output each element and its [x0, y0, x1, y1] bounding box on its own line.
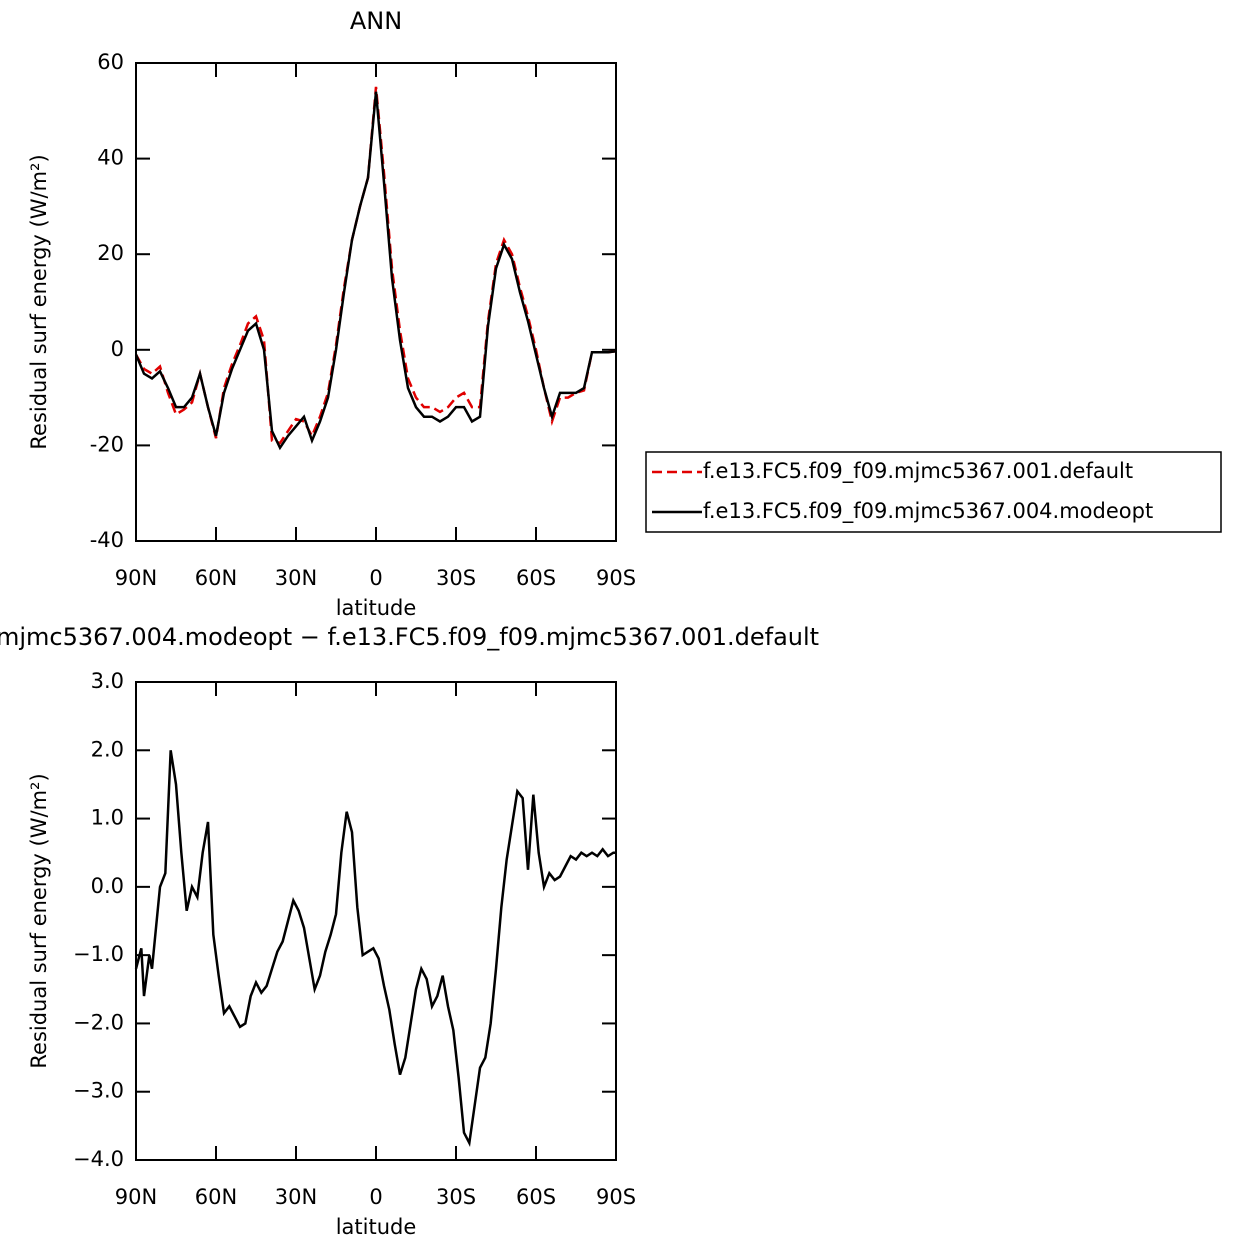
- x-tick-label: 0: [369, 566, 382, 590]
- plot-frame: [135, 681, 617, 1161]
- x-tick-label: 60N: [195, 566, 237, 590]
- y-tick-label: −1.0: [73, 942, 124, 966]
- y-axis-label: Residual surf energy (W/m²): [27, 154, 51, 449]
- y-tick-label: 60: [97, 50, 124, 74]
- x-tick-label: 30S: [436, 1185, 476, 1209]
- chart-title: mjmc5367.004.modeopt − f.e13.FC5.f09_f09…: [0, 623, 819, 651]
- legend-label: f.e13.FC5.f09_f09.mjmc5367.004.modeopt: [703, 499, 1153, 524]
- y-tick-label: 20: [97, 241, 124, 265]
- data-line: [134, 91, 617, 451]
- x-tick-label: 0: [369, 1185, 382, 1209]
- x-axis-label: latitude: [336, 1215, 417, 1239]
- y-tick-label: -40: [90, 528, 124, 552]
- y-tick-label: −3.0: [73, 1079, 124, 1103]
- x-tick-label: 30S: [436, 566, 476, 590]
- y-tick-label: 40: [97, 146, 124, 170]
- legend-label: f.e13.FC5.f09_f09.mjmc5367.001.default: [703, 459, 1133, 484]
- y-tick-label: −2.0: [73, 1010, 124, 1034]
- chart-title: ANN: [350, 7, 402, 35]
- x-tick-label: 90S: [596, 566, 636, 590]
- x-tick-label: 90S: [596, 1185, 636, 1209]
- y-tick-label: 2.0: [91, 737, 124, 761]
- y-tick-label: 1.0: [91, 806, 124, 830]
- data-line: [134, 750, 616, 1147]
- y-tick-label: 3.0: [91, 669, 124, 693]
- x-tick-label: 60N: [195, 1185, 237, 1209]
- y-tick-label: −4.0: [73, 1147, 124, 1171]
- x-tick-label: 90N: [115, 566, 157, 590]
- y-axis-label: Residual surf energy (W/m²): [27, 773, 51, 1068]
- x-axis-label: latitude: [336, 596, 417, 620]
- y-tick-label: -20: [90, 432, 124, 456]
- x-tick-label: 60S: [516, 1185, 556, 1209]
- x-tick-label: 60S: [516, 566, 556, 590]
- y-tick-label: 0.0: [91, 874, 124, 898]
- plot-frame: [135, 62, 617, 542]
- x-tick-label: 30N: [275, 1185, 317, 1209]
- x-tick-label: 30N: [275, 566, 317, 590]
- x-tick-label: 90N: [115, 1185, 157, 1209]
- y-tick-label: 0: [111, 337, 124, 361]
- legend-box: [645, 451, 1222, 533]
